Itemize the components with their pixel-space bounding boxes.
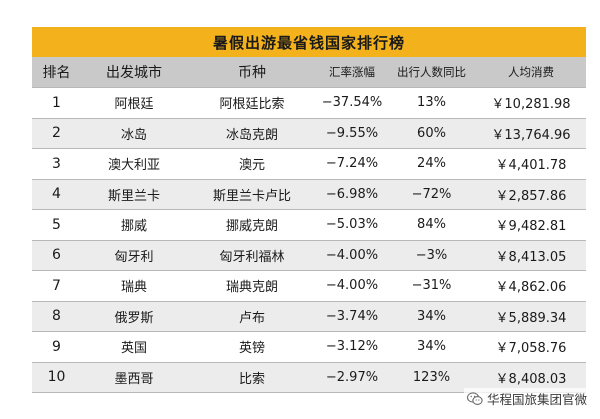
spend-cell: ￥5,889.34 — [476, 301, 586, 332]
fx-change-cell: −3.12% — [317, 331, 387, 363]
column-header-currency: 币种 — [187, 57, 317, 88]
table-row: 10 墨西哥 比索 −2.97% 123% ￥8,408.03 — [32, 362, 586, 393]
table-header-row: 排名 出发城市 币种 汇率涨幅 出行人数同比 人均消费 — [32, 57, 586, 88]
travelers-yoy-cell: 24% — [387, 148, 476, 180]
spend-cell: ￥8,408.03 — [476, 362, 586, 393]
currency-cell: 阿根廷比索 — [187, 87, 317, 119]
travelers-yoy-cell: 60% — [387, 118, 476, 149]
currency-cell: 比索 — [187, 362, 317, 393]
fx-change-cell: −5.03% — [317, 209, 387, 241]
table-row: 7 瑞典 瑞典克朗 −4.00% −31% ￥4,862.06 — [32, 270, 586, 302]
city-cell: 阿根廷 — [81, 87, 187, 119]
fx-change-cell: −7.24% — [317, 148, 387, 180]
currency-cell: 瑞典克朗 — [187, 270, 317, 302]
column-header-spend: 人均消费 — [476, 57, 586, 88]
table-title: 暑假出游最省钱国家排行榜 — [32, 27, 586, 57]
fx-change-cell: −3.74% — [317, 301, 387, 332]
spend-cell: ￥13,764.96 — [476, 118, 586, 149]
city-cell: 挪威 — [81, 209, 187, 241]
table-row: 3 澳大利亚 澳元 −7.24% 24% ￥4,401.78 — [32, 148, 586, 180]
fx-change-cell: −2.97% — [317, 362, 387, 393]
wechat-icon — [466, 391, 483, 406]
table-row: 2 冰岛 冰岛克朗 −9.55% 60% ￥13,764.96 — [32, 118, 586, 149]
city-cell: 匈牙利 — [81, 240, 187, 271]
watermark-text: 华程国旅集团官微 — [486, 392, 587, 407]
currency-cell: 斯里兰卡卢比 — [187, 179, 317, 210]
fx-change-cell: −6.98% — [317, 179, 387, 210]
column-header-fx-change: 汇率涨幅 — [317, 57, 387, 88]
city-cell: 瑞典 — [81, 270, 187, 302]
spend-cell: ￥4,401.78 — [476, 148, 586, 180]
rank-cell: 8 — [32, 301, 81, 332]
watermark: 华程国旅集团官微 — [463, 388, 590, 409]
rank-cell: 7 — [32, 270, 81, 302]
travelers-yoy-cell: 34% — [387, 331, 476, 363]
rank-cell: 4 — [32, 179, 81, 210]
ranking-table-container: 暑假出游最省钱国家排行榜 排名 出发城市 币种 汇率涨幅 出行人数同比 人均消费… — [32, 27, 586, 393]
city-cell: 澳大利亚 — [81, 148, 187, 180]
travelers-yoy-cell: 34% — [387, 301, 476, 332]
travelers-yoy-cell: −31% — [387, 270, 476, 302]
spend-cell: ￥8,413.05 — [476, 240, 586, 271]
ranking-table: 排名 出发城市 币种 汇率涨幅 出行人数同比 人均消费 1 阿根廷 阿根廷比索 … — [32, 57, 586, 393]
city-cell: 俄罗斯 — [81, 301, 187, 332]
table-row: 6 匈牙利 匈牙利福林 −4.00% −3% ￥8,413.05 — [32, 240, 586, 271]
spend-cell: ￥7,058.76 — [476, 331, 586, 363]
currency-cell: 匈牙利福林 — [187, 240, 317, 271]
fx-change-cell: −37.54% — [317, 87, 387, 119]
spend-cell: ￥4,862.06 — [476, 270, 586, 302]
travelers-yoy-cell: −72% — [387, 179, 476, 210]
fx-change-cell: −4.00% — [317, 270, 387, 302]
table-row: 5 挪威 挪威克朗 −5.03% 84% ￥9,482.81 — [32, 209, 586, 241]
fx-change-cell: −4.00% — [317, 240, 387, 271]
currency-cell: 卢布 — [187, 301, 317, 332]
currency-cell: 挪威克朗 — [187, 209, 317, 241]
travelers-yoy-cell: 84% — [387, 209, 476, 241]
rank-cell: 3 — [32, 148, 81, 180]
currency-cell: 英镑 — [187, 331, 317, 363]
rank-cell: 10 — [32, 362, 81, 393]
table-row: 9 英国 英镑 −3.12% 34% ￥7,058.76 — [32, 331, 586, 363]
rank-cell: 2 — [32, 118, 81, 149]
table-row: 4 斯里兰卡 斯里兰卡卢比 −6.98% −72% ￥2,857.86 — [32, 179, 586, 210]
currency-cell: 澳元 — [187, 148, 317, 180]
table-row: 8 俄罗斯 卢布 −3.74% 34% ￥5,889.34 — [32, 301, 586, 332]
rank-cell: 1 — [32, 87, 81, 119]
spend-cell: ￥9,482.81 — [476, 209, 586, 241]
rank-cell: 6 — [32, 240, 81, 271]
travelers-yoy-cell: −3% — [387, 240, 476, 271]
city-cell: 墨西哥 — [81, 362, 187, 393]
column-header-travelers-yoy: 出行人数同比 — [387, 57, 476, 88]
column-header-city: 出发城市 — [81, 57, 187, 88]
currency-cell: 冰岛克朗 — [187, 118, 317, 149]
travelers-yoy-cell: 123% — [387, 362, 476, 393]
spend-cell: ￥10,281.98 — [476, 87, 586, 119]
rank-cell: 9 — [32, 331, 81, 363]
fx-change-cell: −9.55% — [317, 118, 387, 149]
travelers-yoy-cell: 13% — [387, 87, 476, 119]
column-header-rank: 排名 — [32, 57, 81, 88]
spend-cell: ￥2,857.86 — [476, 179, 586, 210]
city-cell: 英国 — [81, 331, 187, 363]
table-row: 1 阿根廷 阿根廷比索 −37.54% 13% ￥10,281.98 — [32, 87, 586, 119]
rank-cell: 5 — [32, 209, 81, 241]
city-cell: 斯里兰卡 — [81, 179, 187, 210]
city-cell: 冰岛 — [81, 118, 187, 149]
